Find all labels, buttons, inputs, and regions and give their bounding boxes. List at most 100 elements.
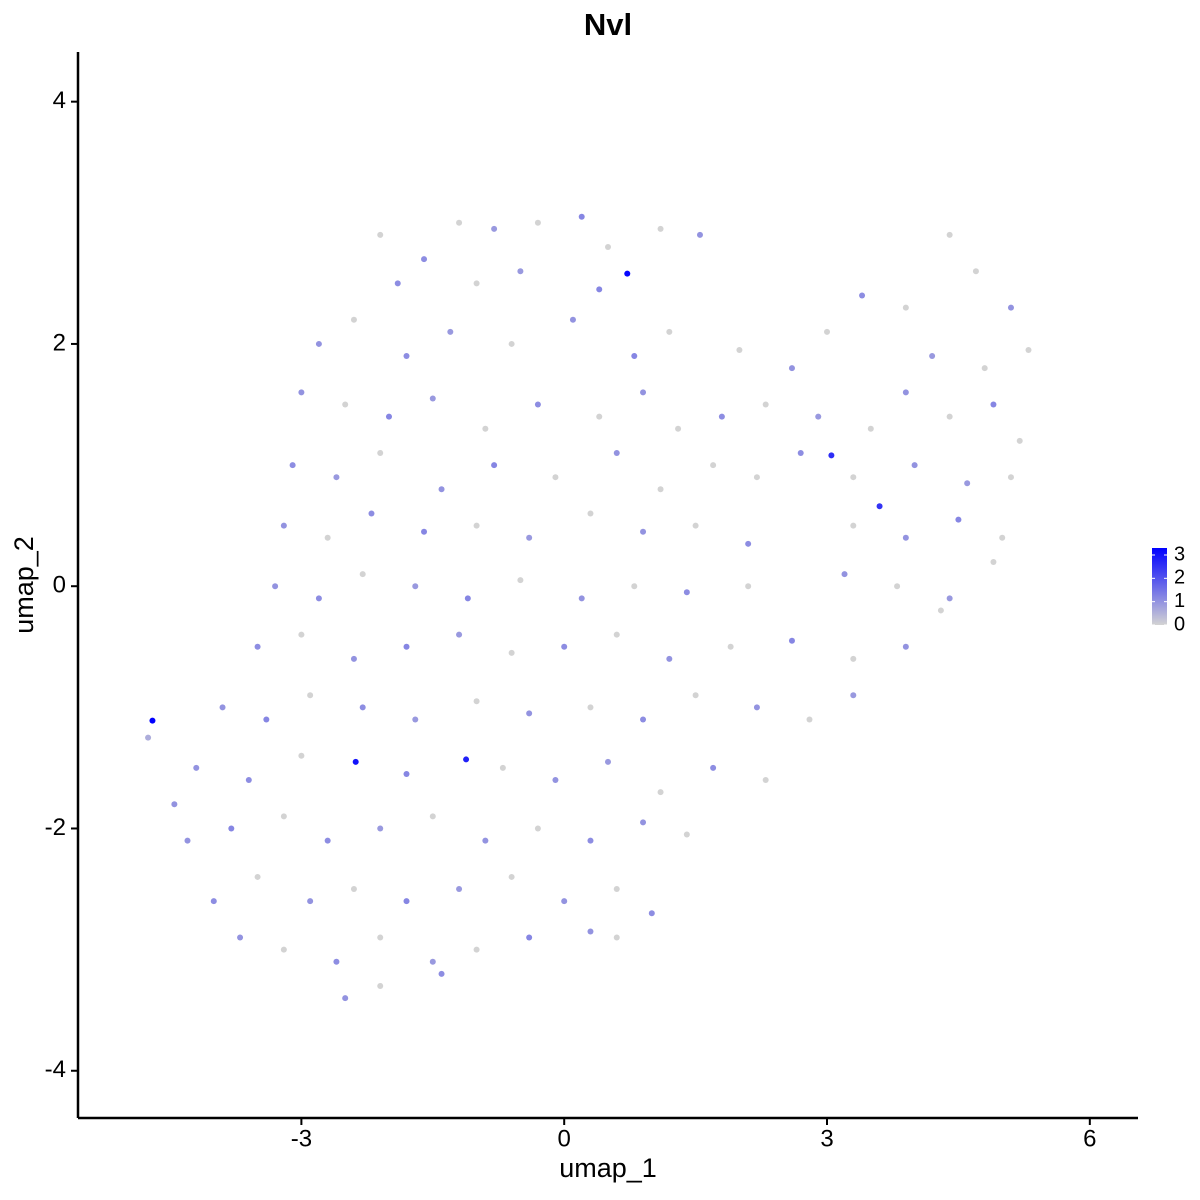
point bbox=[990, 558, 997, 565]
point bbox=[403, 770, 410, 777]
point bbox=[456, 219, 463, 226]
point bbox=[491, 225, 498, 232]
point bbox=[499, 764, 506, 771]
point bbox=[578, 213, 585, 220]
x-tick-label: 6 bbox=[1083, 1125, 1096, 1152]
point bbox=[657, 789, 664, 796]
point bbox=[981, 365, 988, 372]
point bbox=[412, 583, 419, 590]
point bbox=[613, 631, 620, 638]
point bbox=[1025, 346, 1032, 353]
y-axis-title: umap_2 bbox=[9, 536, 39, 634]
point bbox=[946, 231, 953, 238]
point bbox=[350, 655, 357, 662]
point bbox=[867, 425, 874, 432]
point bbox=[210, 898, 217, 905]
point bbox=[324, 837, 331, 844]
point bbox=[587, 704, 594, 711]
point bbox=[640, 389, 647, 396]
point bbox=[753, 704, 760, 711]
x-tick-label: 0 bbox=[558, 1125, 571, 1152]
point bbox=[289, 462, 296, 469]
point bbox=[762, 401, 769, 408]
point bbox=[456, 886, 463, 893]
point bbox=[640, 819, 647, 826]
point bbox=[911, 462, 918, 469]
point bbox=[824, 328, 831, 335]
point bbox=[631, 353, 638, 360]
point bbox=[526, 934, 533, 941]
point bbox=[972, 268, 979, 275]
point bbox=[902, 304, 909, 311]
point bbox=[937, 607, 944, 614]
point bbox=[359, 704, 366, 711]
point bbox=[736, 346, 743, 353]
point bbox=[692, 522, 699, 529]
point bbox=[145, 734, 152, 741]
point bbox=[745, 583, 752, 590]
point bbox=[710, 764, 717, 771]
y-tick-label: -4 bbox=[45, 1056, 66, 1083]
point bbox=[377, 231, 384, 238]
point bbox=[333, 474, 340, 481]
colorbar-label: 3 bbox=[1174, 543, 1185, 565]
point bbox=[683, 831, 690, 838]
point bbox=[727, 643, 734, 650]
x-tick-label: 3 bbox=[820, 1125, 833, 1152]
point bbox=[526, 534, 533, 541]
point bbox=[718, 413, 725, 420]
point bbox=[745, 540, 752, 547]
y-tick-label: -2 bbox=[45, 814, 66, 841]
point bbox=[850, 655, 857, 662]
point bbox=[298, 631, 305, 638]
point bbox=[359, 571, 366, 578]
point bbox=[421, 528, 428, 535]
point bbox=[850, 474, 857, 481]
point bbox=[263, 716, 270, 723]
point bbox=[605, 244, 611, 251]
point bbox=[245, 777, 252, 784]
point bbox=[696, 231, 703, 238]
point bbox=[438, 486, 445, 493]
point bbox=[456, 631, 463, 638]
point bbox=[683, 589, 690, 596]
x-tick-label: -3 bbox=[291, 1125, 312, 1152]
point bbox=[806, 716, 813, 723]
chart-title: Nvl bbox=[584, 7, 632, 42]
point bbox=[517, 577, 524, 584]
point bbox=[184, 837, 191, 844]
x-axis-title: umap_1 bbox=[559, 1153, 657, 1183]
point bbox=[508, 340, 515, 347]
point bbox=[990, 401, 997, 408]
point bbox=[534, 825, 541, 832]
point bbox=[463, 756, 470, 763]
point bbox=[482, 425, 489, 432]
point bbox=[578, 595, 585, 602]
point bbox=[237, 934, 244, 941]
point bbox=[377, 982, 384, 989]
point bbox=[902, 389, 909, 396]
point bbox=[894, 583, 901, 590]
point bbox=[447, 328, 454, 335]
point bbox=[333, 958, 340, 965]
point bbox=[605, 758, 611, 765]
point bbox=[657, 225, 664, 232]
colorbar-label: 2 bbox=[1174, 567, 1185, 589]
point bbox=[324, 534, 331, 541]
point bbox=[561, 643, 568, 650]
point bbox=[955, 516, 962, 523]
point bbox=[964, 480, 971, 487]
point bbox=[666, 655, 673, 662]
point bbox=[482, 837, 489, 844]
point bbox=[666, 328, 673, 335]
point bbox=[377, 825, 384, 832]
point bbox=[850, 692, 857, 699]
point bbox=[298, 752, 305, 759]
point bbox=[692, 692, 699, 699]
point bbox=[438, 970, 445, 977]
point bbox=[587, 837, 594, 844]
point bbox=[788, 637, 795, 644]
point bbox=[377, 934, 384, 941]
point bbox=[412, 716, 419, 723]
